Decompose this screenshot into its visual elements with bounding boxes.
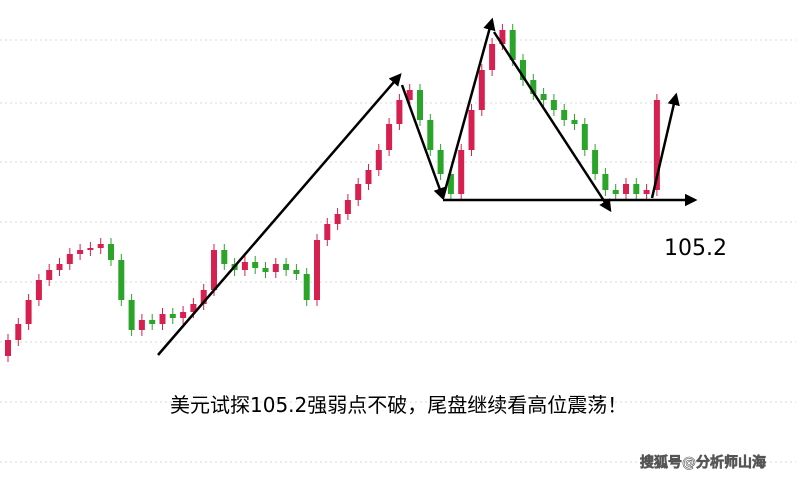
candle-body [180, 312, 187, 318]
candle-body [550, 100, 557, 110]
candle-body [478, 70, 485, 110]
candle-body [427, 120, 434, 150]
candle-body [118, 260, 125, 300]
candle-body [87, 248, 94, 250]
candle-body [520, 60, 526, 80]
candle-body [15, 324, 22, 340]
candle-body [293, 270, 300, 274]
candle-body [200, 290, 207, 304]
watermark: 搜狐号@分析师山海 [640, 454, 766, 471]
caption: 美元试探105.2强弱点不破，尾盘继续看高位震荡！ [170, 393, 627, 417]
candle-body [612, 190, 619, 194]
candle-body [540, 94, 547, 100]
candle-body [581, 124, 588, 150]
candle-body [396, 100, 403, 124]
candle-body [46, 270, 53, 280]
candle-body [211, 250, 217, 290]
candle-body [303, 274, 310, 300]
candle-body [169, 314, 176, 318]
candle-body [602, 174, 609, 190]
candle-body [128, 300, 135, 330]
candle-body [375, 150, 382, 170]
candle-body [447, 174, 454, 194]
candle-body [108, 244, 114, 260]
candle-body [509, 30, 516, 60]
candle-body [355, 184, 362, 200]
trend-arrows [157, 17, 680, 356]
candle-body [458, 150, 465, 194]
candle-body [97, 244, 104, 248]
candle-body [499, 30, 506, 44]
candle-body [489, 44, 496, 70]
candle-body [5, 340, 11, 356]
candles [5, 24, 660, 362]
candle-body [283, 264, 290, 270]
candle-body [406, 90, 413, 100]
candle-body [77, 250, 84, 254]
candle-body [190, 304, 197, 312]
candle-body [25, 300, 32, 324]
candle-body [221, 250, 228, 264]
candle-body [149, 320, 156, 324]
candle-body [324, 224, 331, 240]
candle-body [159, 314, 166, 324]
candle-body [571, 120, 578, 124]
candle-body [592, 150, 599, 174]
candle-body [643, 190, 650, 194]
candle-body [241, 262, 248, 270]
candle-body [314, 240, 320, 300]
candle-body [623, 184, 629, 194]
candle-body [344, 200, 351, 214]
candle-body [334, 214, 341, 224]
candle-body [272, 264, 279, 272]
candle-body [252, 262, 259, 268]
candle-body [633, 184, 640, 194]
candle-body [66, 254, 73, 264]
support-label: 105.2 [664, 236, 727, 261]
candle-body [35, 280, 42, 300]
candle-body [417, 90, 423, 120]
candle-body [365, 170, 372, 184]
candle-body [561, 110, 568, 120]
candle-body [437, 150, 444, 174]
candle-body [530, 80, 537, 94]
candle-body [138, 320, 145, 330]
candle-body [653, 100, 660, 190]
candle-body [386, 124, 393, 150]
candle-body [468, 110, 475, 150]
candle-body [262, 268, 269, 272]
candle-body [56, 264, 63, 270]
